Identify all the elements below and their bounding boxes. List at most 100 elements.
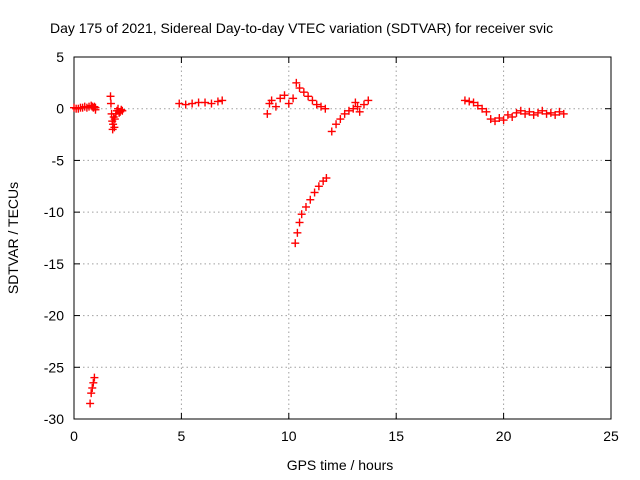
data-point xyxy=(525,107,534,116)
data-point xyxy=(292,78,301,87)
x-tick-label: 0 xyxy=(70,428,78,444)
data-point xyxy=(308,96,317,105)
y-tick-label: -15 xyxy=(44,256,64,272)
x-tick-label: 15 xyxy=(388,428,404,444)
data-point xyxy=(503,110,512,119)
data-point xyxy=(310,188,319,197)
data-point xyxy=(181,100,190,109)
data-point xyxy=(306,195,315,204)
data-point xyxy=(301,202,310,211)
y-tick-label: -5 xyxy=(52,152,65,168)
data-point xyxy=(486,115,495,124)
y-tick-label: -20 xyxy=(44,308,64,324)
axis-ticks: 0 5 10 15 20 25 -30 -25 -20 -15 -10 -5 0 5 xyxy=(44,49,619,444)
data-point xyxy=(314,182,323,191)
data-point xyxy=(276,94,285,103)
data-point xyxy=(90,373,99,382)
data-point xyxy=(110,115,119,124)
data-point xyxy=(271,102,280,111)
data-point xyxy=(482,107,491,116)
y-tick-label: -25 xyxy=(44,359,64,375)
plot-frame xyxy=(73,56,612,420)
x-tick-label: 5 xyxy=(178,428,186,444)
data-point xyxy=(175,99,184,108)
data-point xyxy=(332,120,341,129)
data-point xyxy=(218,96,227,105)
x-tick-label: 25 xyxy=(603,428,619,444)
data-point xyxy=(280,91,289,100)
data-point xyxy=(351,98,360,107)
data-point xyxy=(304,92,313,101)
y-tick-label: -30 xyxy=(44,411,64,427)
data-point xyxy=(263,109,272,118)
data-point xyxy=(213,97,222,106)
data-point xyxy=(512,108,521,117)
data-point xyxy=(340,109,349,118)
y-tick-label: 5 xyxy=(56,49,64,65)
data-point xyxy=(106,92,115,101)
data-point xyxy=(117,105,126,114)
data-point xyxy=(293,228,302,237)
data-point xyxy=(86,399,95,408)
data-point xyxy=(327,127,336,136)
x-tick-label: 10 xyxy=(281,428,297,444)
x-axis-label: GPS time / hours xyxy=(287,457,394,473)
data-point xyxy=(91,105,100,114)
chart-title: Day 175 of 2021, Sidereal Day-to-day VTE… xyxy=(50,20,553,36)
data-point xyxy=(317,102,326,111)
x-tick-label: 20 xyxy=(496,428,512,444)
data-point xyxy=(529,110,538,119)
data-point xyxy=(521,109,530,118)
data-point xyxy=(546,108,555,117)
grid xyxy=(74,57,611,419)
data-point xyxy=(495,114,504,123)
data-point xyxy=(291,239,300,248)
data-point xyxy=(542,109,551,118)
data-point xyxy=(322,174,331,183)
data-point xyxy=(295,84,304,93)
y-tick-label: 0 xyxy=(56,101,64,117)
data-point xyxy=(267,96,276,105)
data-point xyxy=(201,98,210,107)
data-point xyxy=(491,117,500,126)
data-point xyxy=(106,99,115,108)
data-point xyxy=(469,98,478,107)
data-point xyxy=(478,104,487,113)
data-points xyxy=(70,78,568,408)
data-point xyxy=(110,123,119,132)
data-point xyxy=(465,97,474,106)
data-point xyxy=(559,109,568,118)
data-point xyxy=(353,102,362,111)
data-point xyxy=(188,99,197,108)
data-point xyxy=(207,99,216,108)
data-point xyxy=(533,108,542,117)
data-point xyxy=(499,116,508,125)
data-point xyxy=(344,106,353,115)
y-axis-label: SDTVAR / TECUs xyxy=(5,182,21,294)
data-point xyxy=(364,96,373,105)
data-point xyxy=(508,112,517,121)
data-point xyxy=(297,210,306,219)
data-point xyxy=(551,110,560,119)
data-point xyxy=(538,106,547,115)
data-point xyxy=(87,389,96,398)
y-tick-label: -10 xyxy=(44,204,64,220)
data-point xyxy=(312,100,321,109)
data-point xyxy=(359,100,368,109)
data-point xyxy=(555,107,564,116)
data-point xyxy=(88,383,97,392)
data-point xyxy=(289,94,298,103)
data-point xyxy=(284,99,293,108)
data-point xyxy=(295,218,304,227)
data-point xyxy=(355,107,364,116)
data-point xyxy=(118,106,127,115)
data-point xyxy=(460,96,469,105)
data-point xyxy=(336,115,345,124)
data-point xyxy=(349,104,358,113)
data-point xyxy=(473,101,482,110)
data-point xyxy=(321,104,330,113)
data-point xyxy=(516,106,525,115)
data-point xyxy=(89,378,98,387)
data-point xyxy=(299,88,308,97)
